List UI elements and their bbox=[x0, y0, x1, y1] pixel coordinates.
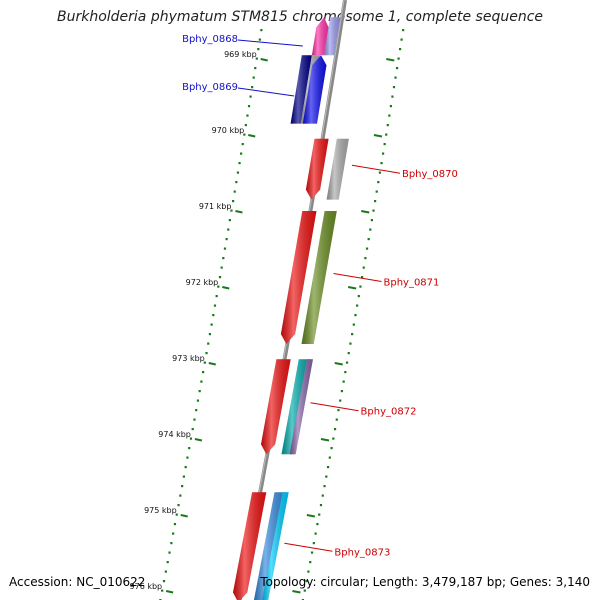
kbp-tick bbox=[208, 362, 216, 366]
topology-text: Topology: circular; Length: 3,479,187 bp… bbox=[260, 575, 590, 589]
kbp-label: 970 kbp bbox=[212, 126, 245, 135]
kbp-tick bbox=[165, 590, 174, 594]
map-title: Burkholderia phymatum STM815 chromosome … bbox=[56, 9, 543, 25]
feature-track bbox=[290, 55, 312, 124]
gene-arrow[interactable] bbox=[261, 359, 291, 455]
gene-label[interactable]: Bphy_0873 bbox=[334, 547, 390, 558]
kbp-label: 971 kbp bbox=[199, 202, 232, 211]
label-leader-line bbox=[333, 273, 382, 282]
gene-arrow[interactable] bbox=[305, 138, 329, 200]
kbp-tick bbox=[361, 210, 370, 214]
label-leader-line bbox=[237, 39, 303, 47]
kbp-tick bbox=[248, 134, 256, 138]
gene-label[interactable]: Bphy_0870 bbox=[402, 169, 458, 180]
gene-arrow[interactable] bbox=[302, 55, 327, 124]
label-leader-line bbox=[237, 87, 295, 97]
inner-dotted-ring bbox=[301, 29, 405, 600]
label-leader-line bbox=[284, 542, 333, 552]
kbp-tick bbox=[222, 286, 230, 290]
label-leader-line bbox=[310, 402, 359, 412]
kbp-tick bbox=[386, 58, 395, 62]
feature-track bbox=[289, 359, 313, 455]
gene-label[interactable]: Bphy_0872 bbox=[361, 407, 417, 418]
kbp-tick bbox=[306, 514, 316, 518]
kbp-label: 975 kbp bbox=[144, 506, 177, 515]
gene-arrow[interactable] bbox=[311, 17, 329, 56]
gene-label[interactable]: Bphy_0868 bbox=[182, 34, 238, 45]
gene-label[interactable]: Bphy_0869 bbox=[182, 82, 238, 93]
feature-track bbox=[326, 138, 349, 200]
kbp-tick bbox=[194, 438, 203, 442]
kbp-tick bbox=[292, 590, 301, 594]
kbp-label: 969 kbp bbox=[224, 50, 257, 59]
kbp-label: 972 kbp bbox=[186, 278, 219, 287]
feature-track bbox=[301, 211, 337, 344]
kbp-tick bbox=[347, 286, 357, 290]
feature-track bbox=[324, 17, 341, 56]
kbp-tick bbox=[320, 438, 330, 442]
kbp-label: 974 kbp bbox=[158, 430, 191, 439]
kbp-tick bbox=[260, 58, 268, 62]
kbp-tick bbox=[373, 134, 383, 138]
gene-arrow[interactable] bbox=[233, 492, 267, 600]
kbp-tick bbox=[334, 362, 343, 366]
feature-track bbox=[262, 492, 289, 600]
kbp-label: 973 kbp bbox=[172, 354, 205, 363]
outer-dotted-ring bbox=[159, 29, 263, 600]
label-leader-line bbox=[351, 164, 401, 174]
gene-label[interactable]: Bphy_0871 bbox=[383, 278, 439, 289]
kbp-tick bbox=[180, 514, 188, 518]
accession-text: Accession: NC_010622 bbox=[9, 575, 146, 589]
kbp-tick bbox=[235, 210, 243, 214]
gene-arrow[interactable] bbox=[280, 211, 317, 344]
kbp-label: 976 kbp bbox=[130, 582, 163, 591]
